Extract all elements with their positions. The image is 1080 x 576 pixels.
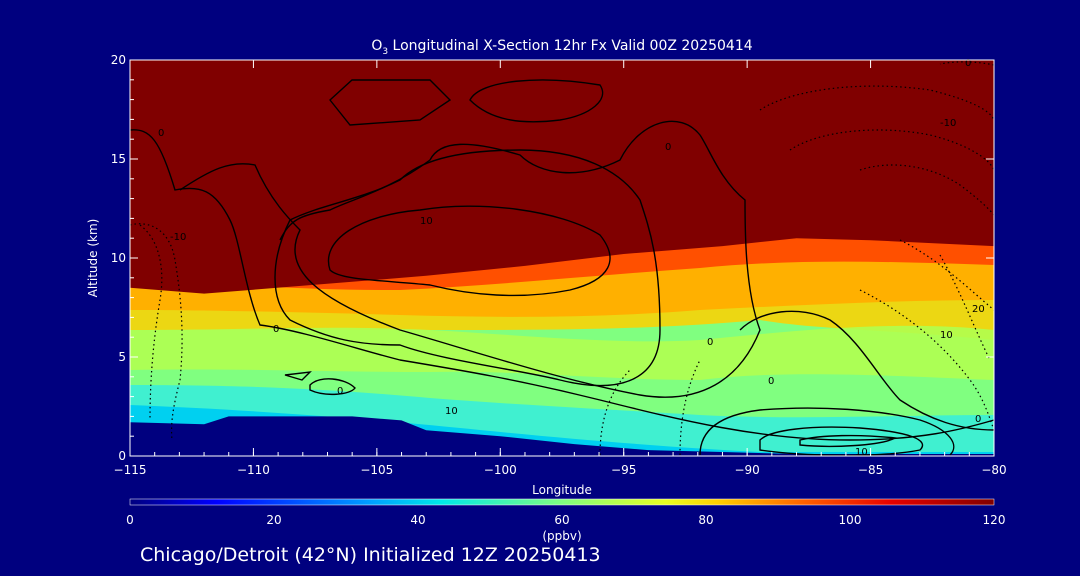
dotted-contour-lines: [129, 61, 995, 456]
y-tick-label: 20: [111, 53, 126, 67]
plot-area: 0 0 10 10 0 0 0 0 -10 -10 10 20 0 10 0: [129, 58, 995, 458]
contour-label: 0: [337, 386, 343, 397]
colorbar-tick-label: 40: [410, 513, 425, 527]
contour-solid-4: [469, 79, 604, 123]
contour-lines: [129, 79, 995, 456]
colorbar-ticks: 0 20 40 60 80 100 120: [126, 513, 1005, 527]
colorbar: 0 20 40 60 80 100 120 (ppbv): [126, 498, 1005, 543]
contour-solid-10: [799, 434, 898, 448]
contour-label: -10: [170, 232, 186, 243]
colorbar-tick-label: 0: [126, 513, 134, 527]
y-axis-label: Altitude (km): [86, 219, 100, 298]
contour-dotted-10: [679, 359, 701, 456]
contour-label: -10: [940, 118, 956, 129]
contour-label: 10: [855, 447, 868, 458]
contour-solid-9: [759, 426, 924, 456]
contour-label: 10: [445, 406, 458, 417]
contour-labels: 0 0 10 10 0 0 0 0 -10 -10 10 20 0 10 0: [158, 58, 985, 458]
y-axis: 0 5 10 15 20: [111, 53, 994, 463]
colorbar-tick-label: 60: [554, 513, 569, 527]
chart-title: O3 Longitudinal X-Section 12hr Fx Valid …: [371, 38, 752, 57]
tropopause-orange-band: [130, 261, 994, 317]
x-tick-label: −100: [484, 463, 517, 477]
colorbar-tick-label: 80: [698, 513, 713, 527]
y-tick-label: 10: [111, 251, 126, 265]
contour-label: 20: [972, 304, 985, 315]
footer-caption: Chicago/Detroit (42°N) Initialized 12Z 2…: [140, 544, 601, 566]
contour-solid-5: [327, 205, 611, 297]
colorbar-tick-label: 20: [266, 513, 281, 527]
contour-dotted-2: [139, 224, 163, 421]
contour-dotted-5: [859, 164, 995, 216]
colorbar-tick-label: 100: [839, 513, 862, 527]
contour-dotted-11: [939, 61, 995, 66]
x-tick-label: −85: [858, 463, 883, 477]
contour-solid-11: [309, 378, 356, 395]
contour-solid-12: [284, 371, 312, 381]
colorbar-unit: (ppbv): [542, 529, 581, 543]
contour-label: 10: [940, 330, 953, 341]
surface-terrain: [130, 416, 994, 456]
contour-label: 0: [665, 142, 671, 153]
contour-dotted-9: [599, 369, 631, 456]
title-rest: Longitudinal X-Section 12hr Fx Valid 00Z…: [388, 38, 753, 54]
contour-label: 0: [975, 414, 981, 425]
x-tick-label: −115: [114, 463, 147, 477]
y-tick-label: 15: [111, 152, 126, 166]
y-tick-label: 5: [118, 350, 126, 364]
stratosphere-region: [130, 60, 994, 294]
x-tick-label: −80: [981, 463, 1006, 477]
contour-label: 10: [420, 216, 433, 227]
contour-dotted-1: [129, 223, 183, 441]
x-tick-label: −95: [611, 463, 636, 477]
contour-solid-1: [129, 129, 995, 441]
x-tick-label: −105: [360, 463, 393, 477]
contour-label: 0: [158, 128, 164, 139]
title-prefix: O: [371, 38, 382, 54]
contour-solid-8: [699, 407, 955, 456]
contour-label: 0: [965, 58, 971, 69]
contour-dotted-3: [759, 85, 995, 121]
colorbar-tick-label: 120: [983, 513, 1006, 527]
contour-dotted-4: [789, 129, 995, 171]
contour-label: 0: [273, 324, 279, 335]
x-axis: −115 −110 −105 −100 −95 −90 −85 −80: [114, 60, 1007, 477]
contour-solid-2: [179, 120, 761, 398]
ozone-field: [130, 60, 994, 456]
contour-solid-7: [739, 310, 995, 431]
contour-label: 0: [707, 337, 713, 348]
x-tick-label: −90: [734, 463, 759, 477]
y-tick-label: 0: [118, 449, 126, 463]
contour-solid-6: [274, 149, 661, 387]
greenyellow-region: [130, 325, 994, 380]
x-tick-label: −110: [237, 463, 270, 477]
contour-dotted-7: [859, 289, 995, 431]
x-axis-label: Longitude: [532, 483, 592, 497]
colorbar-gradient: [129, 498, 995, 506]
contour-label: 0: [768, 376, 774, 387]
title-subscript: 3: [382, 47, 388, 57]
contour-dotted-6: [899, 239, 995, 311]
contour-solid-3: [329, 79, 452, 126]
